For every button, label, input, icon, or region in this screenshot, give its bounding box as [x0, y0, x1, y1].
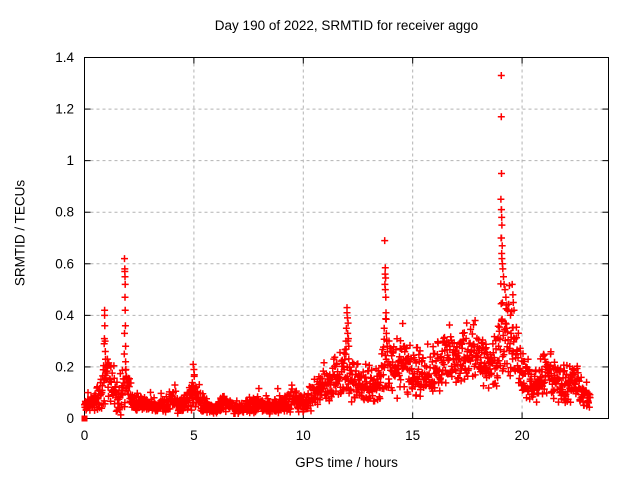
svg-text:0: 0 — [66, 411, 74, 426]
data-points — [81, 72, 594, 419]
origin-square-marker — [81, 415, 88, 422]
svg-text:20: 20 — [515, 428, 530, 443]
x-axis-label: GPS time / hours — [295, 455, 398, 470]
svg-text:0: 0 — [81, 428, 89, 443]
y-tick-labels: 0 0.2 0.4 0.6 0.8 1 1.2 1.4 — [55, 50, 74, 426]
plot-border — [84, 57, 609, 419]
svg-text:15: 15 — [405, 428, 420, 443]
svg-text:0.6: 0.6 — [55, 256, 74, 271]
svg-text:1.4: 1.4 — [55, 50, 74, 65]
svg-text:0.4: 0.4 — [55, 308, 74, 323]
chart-title: Day 190 of 2022, SRMTID for receiver agg… — [214, 18, 479, 33]
x-tick-labels: 0 5 10 15 20 — [81, 428, 530, 443]
svg-text:0.2: 0.2 — [55, 359, 74, 374]
svg-text:5: 5 — [190, 428, 198, 443]
svg-text:1.2: 1.2 — [55, 102, 74, 117]
svg-text:0.8: 0.8 — [55, 205, 74, 220]
svg-text:10: 10 — [296, 428, 311, 443]
svg-text:1: 1 — [66, 153, 74, 168]
